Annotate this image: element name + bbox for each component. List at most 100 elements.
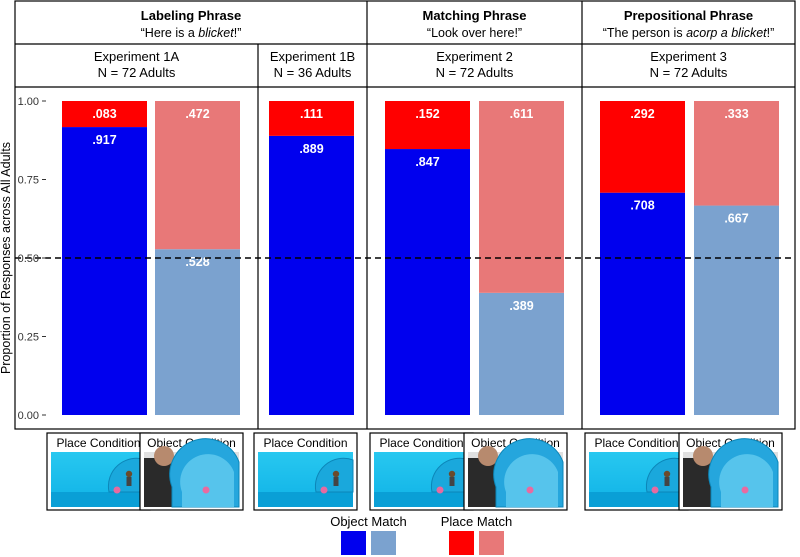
bar-group-4: .152 .847 [385, 101, 470, 416]
y-axis-label: Proportion of Responses across All Adult… [0, 142, 13, 374]
scene-floor-3 [258, 492, 353, 507]
phrase-quote-1: “Here is a blicket!” [141, 26, 242, 40]
condition-card-6: Place Condition [584, 432, 689, 511]
data-label-place-2: .472 [185, 107, 209, 121]
scene-floor-6 [589, 492, 684, 507]
blicket-object-7 [741, 486, 749, 494]
scene-floor-4 [374, 492, 469, 507]
y-tick-label-4: 0.75 [18, 175, 39, 187]
person-body-1 [126, 477, 132, 486]
bar-group-3: .111 .889 [269, 101, 354, 415]
bar-place-match-7 [694, 101, 779, 206]
data-label-place-1: .083 [92, 107, 116, 121]
data-label-place-6: .292 [630, 107, 654, 121]
y-tick-label-5: 1.00 [18, 96, 39, 108]
dome-inner-7 [719, 454, 773, 507]
data-label-place-7: .333 [724, 107, 748, 121]
dome-inner-5 [504, 454, 558, 507]
phrase-title-1: Labeling Phrase [141, 8, 241, 23]
bar-object-match-6 [600, 192, 685, 415]
legend-label-2: Place Match [441, 514, 513, 529]
person-head-3 [332, 470, 340, 478]
bar-place-match-3 [269, 101, 354, 136]
data-label-object-5: .389 [509, 299, 533, 313]
condition-label-1: Place Condition [56, 436, 140, 450]
scene-floor-1 [51, 492, 146, 507]
data-label-object-7: .667 [724, 212, 748, 226]
condition-card-7: Object Condition [678, 432, 783, 511]
blicket-object-5 [526, 486, 534, 494]
condition-card-1: Place Condition [46, 432, 151, 511]
phrase-quote-3: “The person is acorp a blicket!” [603, 26, 775, 40]
legend: Object Match Place Match [330, 514, 512, 555]
phrase-title-2: Matching Phrase [422, 8, 526, 23]
bar-group-1: .083 .917 [62, 101, 147, 415]
bar-object-match-5 [479, 292, 564, 415]
bar-place-match-5 [479, 101, 564, 293]
condition-label-6: Place Condition [594, 436, 678, 450]
person-body-6 [664, 477, 670, 486]
person-face-2 [154, 446, 174, 466]
person-face-5 [478, 446, 498, 466]
person-body-4 [449, 477, 455, 486]
y-tick-label-1: 0.00 [18, 410, 39, 422]
data-label-object-1: .917 [92, 133, 116, 147]
phrase-quote-2: “Look over here!” [427, 26, 522, 40]
dome-inner-2 [180, 454, 234, 507]
blicket-object-3 [320, 486, 328, 494]
experiment-name-2: Experiment 1B [270, 49, 355, 64]
bar-object-match-2 [155, 249, 240, 415]
experiment-n-1: N = 72 Adults [98, 65, 176, 80]
experiment-n-3: N = 72 Adults [436, 65, 514, 80]
legend-swatch-2-2 [479, 531, 504, 555]
blicket-object-4 [436, 486, 444, 494]
condition-label-3: Place Condition [263, 436, 347, 450]
legend-swatch-1-1 [341, 531, 366, 555]
y-tick-label-2: 0.25 [18, 332, 39, 344]
person-face-7 [693, 446, 713, 466]
legend-swatch-1-2 [371, 531, 396, 555]
person-head-1 [125, 470, 133, 478]
bar-object-match-3 [269, 135, 354, 415]
experiment-name-1: Experiment 1A [94, 49, 180, 64]
experiment-name-4: Experiment 3 [650, 49, 727, 64]
condition-card-4: Place Condition [369, 432, 474, 511]
legend-swatch-2-1 [449, 531, 474, 555]
experiment-name-3: Experiment 2 [436, 49, 513, 64]
experiment-n-2: N = 36 Adults [274, 65, 352, 80]
data-label-object-4: .847 [415, 155, 439, 169]
bar-place-match-1 [62, 101, 147, 128]
person-body-3 [333, 477, 339, 486]
blicket-object-2 [202, 486, 210, 494]
person-head-6 [663, 470, 671, 478]
bar-object-match-7 [694, 205, 779, 415]
bar-group-5: .611 .389 [479, 101, 564, 415]
blicket-object-1 [113, 486, 121, 494]
data-label-place-4: .152 [415, 107, 439, 121]
condition-card-3: Place Condition [253, 432, 358, 511]
data-label-object-2: .528 [185, 255, 209, 269]
experiment-n-4: N = 72 Adults [650, 65, 728, 80]
data-label-object-6: .708 [630, 199, 654, 213]
condition-card-2: Object Condition [139, 432, 244, 511]
bar-group-6: .292 .708 [600, 101, 685, 415]
bar-object-match-4 [385, 149, 470, 416]
condition-card-5: Object Condition [463, 432, 568, 511]
blicket-object-6 [651, 486, 659, 494]
condition-label-4: Place Condition [379, 436, 463, 450]
bar-object-match-1 [62, 127, 147, 415]
phrase-title-3: Prepositional Phrase [624, 8, 753, 23]
bar-place-match-4 [385, 101, 470, 150]
legend-label-1: Object Match [330, 514, 407, 529]
data-label-place-3: .111 [300, 107, 323, 121]
bar-place-match-6 [600, 101, 685, 193]
data-label-place-5: .611 [510, 107, 534, 121]
person-head-4 [448, 470, 456, 478]
data-label-object-3: .889 [299, 142, 323, 156]
bar-place-match-2 [155, 101, 240, 250]
plot-border [14, 0, 796, 430]
bar-group-7: .333 .667 [694, 101, 779, 415]
bar-group-2: .472 .528 [155, 101, 240, 415]
y-tick-label-3: 0.50 [18, 253, 39, 265]
